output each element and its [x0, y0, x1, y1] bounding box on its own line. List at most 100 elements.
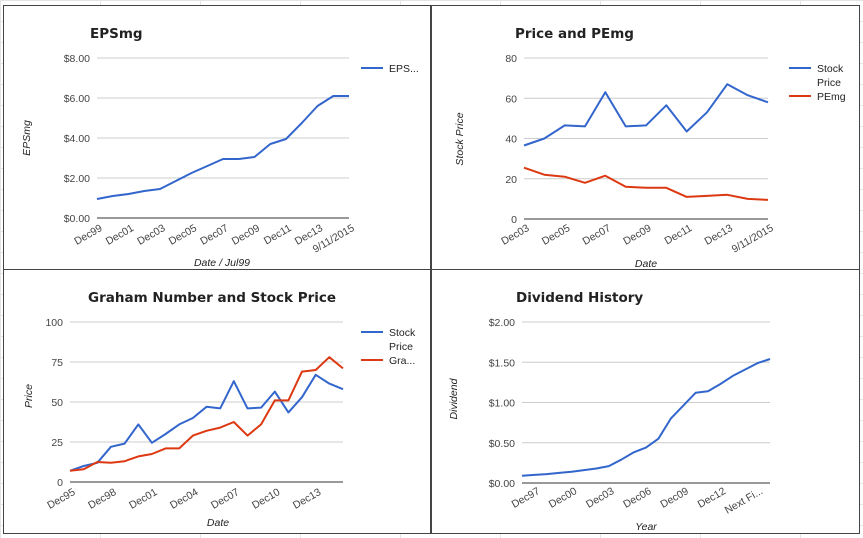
data-point[interactable] [556, 470, 562, 476]
data-point[interactable] [631, 449, 637, 455]
data-point[interactable] [236, 156, 242, 162]
data-point[interactable] [173, 178, 179, 184]
legend-entry[interactable]: EPS... [389, 63, 419, 75]
data-point[interactable] [299, 369, 305, 375]
data-point[interactable] [643, 122, 649, 128]
data-point[interactable] [521, 165, 527, 171]
data-point[interactable] [231, 419, 237, 425]
data-point[interactable] [569, 469, 575, 475]
data-point[interactable] [541, 172, 547, 178]
data-point[interactable] [108, 460, 114, 466]
data-point[interactable] [663, 102, 669, 108]
data-point[interactable] [593, 466, 599, 472]
series-line-0[interactable] [523, 83, 769, 147]
data-point[interactable] [157, 186, 163, 192]
data-point[interactable] [231, 378, 237, 384]
chart-panel-graham-number[interactable]: 0 25 50 75 100 Dec95 Dec98 Dec01 Dec04 Dec07 Dec10… [3, 269, 431, 534]
data-point[interactable] [745, 92, 751, 98]
data-point[interactable] [258, 405, 264, 411]
legend-entry[interactable]: Stock Price [389, 327, 416, 353]
series-line-1[interactable] [69, 356, 344, 472]
data-point[interactable] [765, 99, 771, 105]
data-point[interactable] [742, 366, 748, 372]
legend-entry[interactable]: Stock Price [817, 63, 844, 89]
data-point[interactable] [315, 103, 321, 109]
data-point[interactable] [684, 128, 690, 134]
data-point[interactable] [163, 445, 169, 451]
data-point[interactable] [668, 416, 674, 422]
data-point[interactable] [141, 188, 147, 194]
data-point[interactable] [283, 136, 289, 142]
data-point[interactable] [643, 185, 649, 191]
series-line-0[interactable] [521, 358, 771, 477]
data-point[interactable] [299, 120, 305, 126]
data-point[interactable] [252, 154, 258, 160]
data-point[interactable] [602, 89, 608, 95]
data-point[interactable] [765, 197, 771, 203]
data-point[interactable] [176, 445, 182, 451]
data-point[interactable] [267, 141, 273, 147]
data-point[interactable] [730, 373, 736, 379]
data-point[interactable] [220, 156, 226, 162]
data-point[interactable] [606, 463, 612, 469]
data-point[interactable] [582, 180, 588, 186]
data-point[interactable] [623, 184, 629, 190]
data-point[interactable] [326, 381, 332, 387]
data-point[interactable] [544, 471, 550, 477]
legend-entry[interactable]: PEmg [817, 91, 846, 103]
data-point[interactable] [285, 409, 291, 415]
data-point[interactable] [581, 467, 587, 473]
data-point[interactable] [680, 403, 686, 409]
data-point[interactable] [110, 193, 116, 199]
data-point[interactable] [582, 123, 588, 129]
data-point[interactable] [724, 192, 730, 198]
data-point[interactable] [176, 421, 182, 427]
data-point[interactable] [244, 405, 250, 411]
data-point[interactable] [94, 196, 100, 202]
data-point[interactable] [602, 173, 608, 179]
data-point[interactable] [67, 468, 73, 474]
data-point[interactable] [272, 397, 278, 403]
legend-entry[interactable]: Gra... [389, 355, 415, 367]
data-point[interactable] [704, 193, 710, 199]
data-point[interactable] [81, 466, 87, 472]
chart-panel-epsmg[interactable]: $0.00 $2.00 $4.00 $6.00 $8.00 Dec99 Dec01 Dec03… [3, 5, 431, 270]
chart-panel-price-and-pemg[interactable]: 0 20 40 60 80 Dec03 Dec05 Dec07 Dec09 Dec11 Dec13 9… [431, 5, 860, 270]
data-point[interactable] [258, 421, 264, 427]
data-point[interactable] [204, 428, 210, 434]
data-point[interactable] [189, 170, 195, 176]
data-point[interactable] [643, 445, 649, 451]
data-point[interactable] [135, 453, 141, 459]
data-point[interactable] [519, 473, 525, 479]
data-point[interactable] [767, 356, 773, 362]
data-point[interactable] [330, 93, 336, 99]
data-point[interactable] [244, 433, 250, 439]
data-point[interactable] [135, 421, 141, 427]
data-point[interactable] [217, 405, 223, 411]
data-point[interactable] [340, 386, 346, 392]
data-point[interactable] [204, 163, 210, 169]
data-point[interactable] [149, 451, 155, 457]
data-point[interactable] [745, 196, 751, 202]
data-point[interactable] [562, 174, 568, 180]
data-point[interactable] [618, 457, 624, 463]
data-point[interactable] [521, 143, 527, 149]
data-point[interactable] [272, 389, 278, 395]
data-point[interactable] [704, 109, 710, 115]
data-point[interactable] [94, 459, 100, 465]
data-point[interactable] [163, 431, 169, 437]
data-point[interactable] [541, 136, 547, 142]
data-point[interactable] [346, 93, 352, 99]
data-point[interactable] [122, 458, 128, 464]
data-point[interactable] [623, 123, 629, 129]
data-point[interactable] [122, 441, 128, 447]
data-point[interactable] [717, 381, 723, 387]
series-line-0[interactable] [69, 373, 344, 472]
data-point[interactable] [149, 440, 155, 446]
series-line-0[interactable] [96, 95, 349, 200]
data-point[interactable] [217, 425, 223, 431]
data-point[interactable] [190, 415, 196, 421]
data-point[interactable] [340, 365, 346, 371]
data-point[interactable] [755, 360, 761, 366]
data-point[interactable] [663, 185, 669, 191]
